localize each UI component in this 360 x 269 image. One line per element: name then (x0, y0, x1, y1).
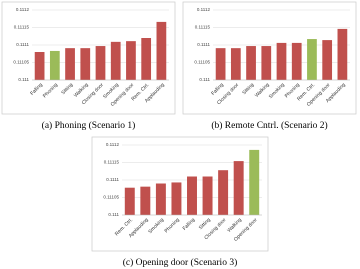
caption: (c) Opening door (Scenario 3) (123, 257, 238, 268)
bar (233, 161, 244, 215)
y-tick-label: 0.11105 (194, 60, 210, 65)
x-tick-label: Phoning (164, 217, 181, 234)
bar (156, 21, 167, 80)
bar (249, 149, 260, 215)
bar (322, 40, 333, 80)
y-tick-label: 0.1111 (106, 177, 119, 182)
bar (34, 52, 45, 80)
bar (141, 38, 152, 80)
bar (337, 28, 348, 80)
bar (124, 187, 135, 215)
bar (110, 41, 121, 80)
y-tick-label: 0.1112 (197, 7, 211, 12)
bar (187, 176, 197, 215)
y-tick-label: 0.1112 (16, 7, 30, 12)
bar (171, 182, 182, 215)
y-tick-label: 0.1112 (106, 142, 120, 147)
bar (49, 50, 60, 80)
x-tick-label: Smoking (147, 217, 165, 235)
x-tick-label: Falling (182, 217, 197, 232)
bar (95, 46, 106, 80)
bar (202, 176, 213, 215)
panel-frame (1, 1, 176, 115)
bar (215, 48, 226, 80)
bar (65, 48, 75, 80)
y-tick-label: 0.11115 (104, 160, 120, 165)
bar (230, 48, 241, 80)
bar (246, 46, 256, 80)
bar (80, 48, 91, 80)
bar (261, 46, 272, 80)
bar (155, 183, 166, 215)
bar (307, 39, 317, 80)
bar (140, 186, 151, 215)
bar (126, 41, 136, 80)
y-tick-label: 0.1111 (16, 42, 29, 47)
bar (218, 170, 229, 215)
panel-frame (182, 1, 357, 115)
y-tick-label: 0.111 (18, 77, 29, 82)
y-tick-label: 0.11115 (14, 25, 30, 30)
bar (291, 42, 302, 80)
caption: (b) Remote Cntrl. (Scenario 2) (211, 120, 327, 131)
y-tick-label: 0.11105 (103, 195, 119, 200)
y-tick-label: 0.111 (199, 77, 210, 82)
y-tick-label: 0.1111 (197, 42, 210, 47)
bar (276, 42, 287, 80)
panel-frame (91, 136, 269, 252)
x-tick-label: Phoning (42, 82, 59, 99)
y-tick-label: 0.111 (108, 212, 119, 217)
x-tick-label: Smoking (268, 82, 286, 100)
y-tick-label: 0.11115 (195, 25, 211, 30)
y-tick-label: 0.11105 (13, 60, 29, 65)
caption: (a) Phoning (Scenario 1) (42, 120, 136, 131)
